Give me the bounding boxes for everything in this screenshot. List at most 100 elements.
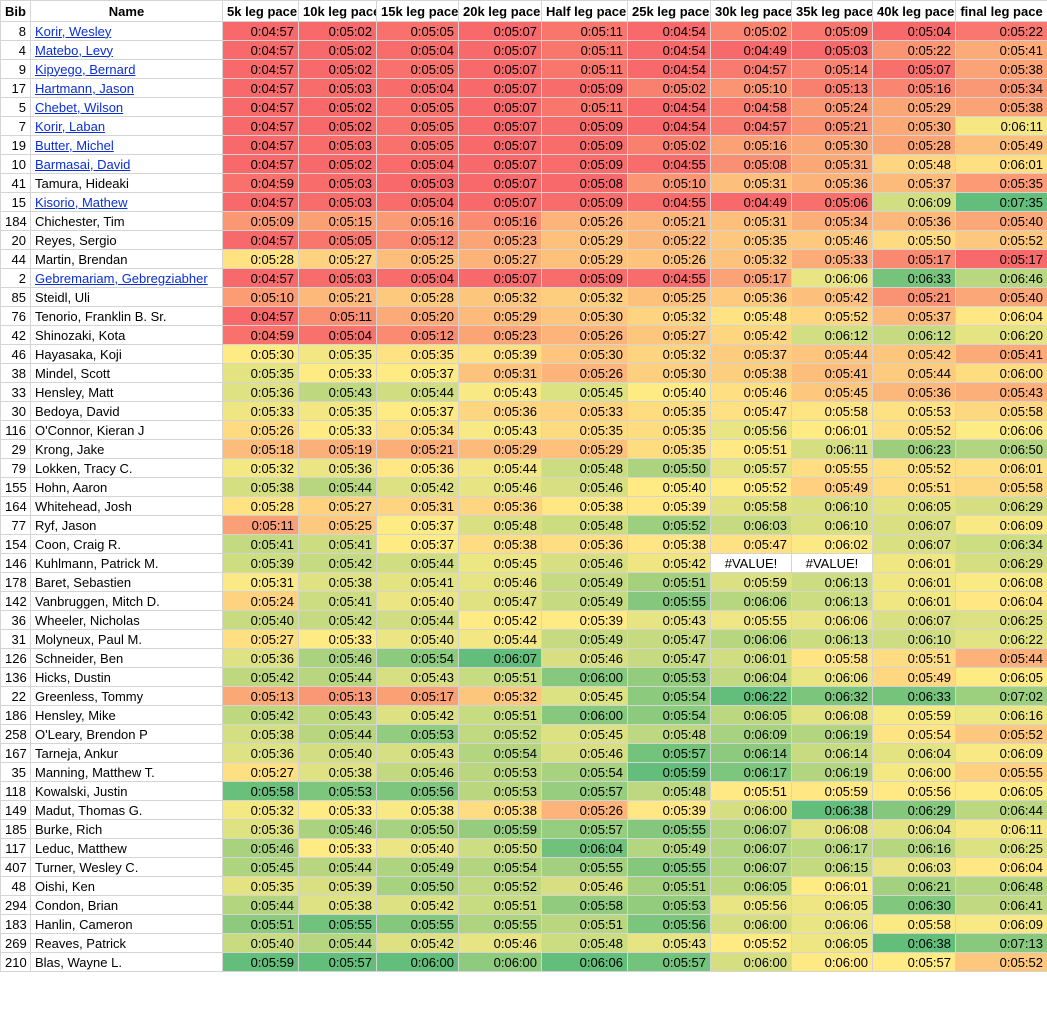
pace-cell[interactable]: 0:06:07 bbox=[458, 648, 542, 668]
pace-cell[interactable]: 0:05:06 bbox=[791, 192, 873, 212]
pace-cell[interactable]: 0:05:34 bbox=[791, 211, 873, 231]
pace-cell[interactable]: 0:06:07 bbox=[710, 819, 792, 839]
pace-cell[interactable]: 0:05:30 bbox=[541, 344, 628, 364]
pace-cell[interactable]: 0:06:07 bbox=[872, 610, 956, 630]
pace-cell[interactable]: 0:05:07 bbox=[458, 192, 542, 212]
pace-cell[interactable]: 0:05:37 bbox=[376, 363, 459, 383]
bib-cell[interactable]: 294 bbox=[0, 895, 31, 915]
pace-cell[interactable]: 0:04:54 bbox=[627, 59, 711, 79]
pace-cell[interactable]: 0:06:14 bbox=[791, 743, 873, 763]
pace-cell[interactable]: 0:05:42 bbox=[376, 477, 459, 497]
pace-cell[interactable]: 0:06:07 bbox=[872, 515, 956, 535]
name-cell[interactable]: Oishi, Ken bbox=[30, 876, 223, 896]
pace-cell[interactable]: 0:05:05 bbox=[298, 230, 377, 250]
pace-cell[interactable]: 0:06:34 bbox=[955, 534, 1047, 554]
pace-cell[interactable]: 0:05:22 bbox=[627, 230, 711, 250]
pace-cell[interactable]: 0:05:27 bbox=[298, 249, 377, 269]
name-cell[interactable]: Molyneux, Paul M. bbox=[30, 629, 223, 649]
pace-cell[interactable]: 0:05:59 bbox=[710, 572, 792, 592]
pace-cell[interactable]: 0:05:36 bbox=[222, 648, 299, 668]
pace-cell[interactable]: 0:05:58 bbox=[710, 496, 792, 516]
pace-cell[interactable]: 0:06:14 bbox=[710, 743, 792, 763]
pace-cell[interactable]: 0:04:54 bbox=[627, 97, 711, 117]
pace-cell[interactable]: 0:05:26 bbox=[222, 420, 299, 440]
pace-cell[interactable]: 0:05:36 bbox=[791, 173, 873, 193]
pace-cell[interactable]: 0:05:02 bbox=[298, 21, 377, 41]
pace-cell[interactable]: 0:05:29 bbox=[872, 97, 956, 117]
name-cell[interactable]: Bedoya, David bbox=[30, 401, 223, 421]
pace-cell[interactable]: 0:05:43 bbox=[376, 743, 459, 763]
pace-cell[interactable]: 0:06:01 bbox=[955, 458, 1047, 478]
pace-cell[interactable]: 0:05:36 bbox=[872, 382, 956, 402]
pace-cell[interactable]: 0:05:44 bbox=[791, 344, 873, 364]
pace-cell[interactable]: 0:05:44 bbox=[955, 648, 1047, 668]
name-cell[interactable]: Wheeler, Nicholas bbox=[30, 610, 223, 630]
pace-cell[interactable]: 0:05:41 bbox=[791, 363, 873, 383]
pace-cell[interactable]: 0:05:21 bbox=[872, 287, 956, 307]
pace-cell[interactable]: 0:04:57 bbox=[222, 135, 299, 155]
pace-cell[interactable]: 0:05:40 bbox=[627, 477, 711, 497]
pace-cell[interactable]: 0:06:20 bbox=[955, 325, 1047, 345]
pace-cell[interactable]: 0:06:38 bbox=[872, 933, 956, 953]
pace-cell[interactable]: 0:06:04 bbox=[710, 667, 792, 687]
pace-cell[interactable]: 0:06:50 bbox=[955, 439, 1047, 459]
runner-name-link[interactable]: Gebremariam, Gebregziabher bbox=[35, 270, 208, 286]
bib-cell[interactable]: 210 bbox=[0, 952, 31, 972]
pace-cell[interactable]: 0:06:06 bbox=[541, 952, 628, 972]
pace-cell[interactable]: 0:05:39 bbox=[627, 800, 711, 820]
pace-cell[interactable]: 0:05:40 bbox=[298, 743, 377, 763]
pace-cell[interactable]: 0:06:21 bbox=[872, 876, 956, 896]
pace-cell[interactable]: 0:06:06 bbox=[791, 268, 873, 288]
pace-cell[interactable]: 0:05:52 bbox=[955, 230, 1047, 250]
pace-cell[interactable]: 0:06:08 bbox=[791, 819, 873, 839]
pace-cell[interactable]: 0:05:30 bbox=[541, 306, 628, 326]
bib-cell[interactable]: 77 bbox=[0, 515, 31, 535]
pace-cell[interactable]: 0:06:16 bbox=[955, 705, 1047, 725]
pace-cell[interactable]: 0:05:11 bbox=[541, 59, 628, 79]
pace-cell[interactable]: 0:05:56 bbox=[376, 781, 459, 801]
name-cell[interactable]: Mindel, Scott bbox=[30, 363, 223, 383]
column-header-bib[interactable]: Bib bbox=[0, 0, 31, 22]
column-header-15k-leg-pace[interactable]: 15k leg pace bbox=[376, 0, 459, 22]
pace-cell[interactable]: 0:06:04 bbox=[541, 838, 628, 858]
pace-cell[interactable]: 0:05:33 bbox=[541, 401, 628, 421]
pace-cell[interactable]: 0:05:38 bbox=[955, 97, 1047, 117]
pace-cell[interactable]: 0:06:46 bbox=[955, 268, 1047, 288]
pace-cell[interactable]: 0:05:04 bbox=[376, 78, 459, 98]
pace-cell[interactable]: 0:05:05 bbox=[376, 21, 459, 41]
bib-cell[interactable]: 118 bbox=[0, 781, 31, 801]
pace-cell[interactable]: 0:05:37 bbox=[872, 173, 956, 193]
bib-cell[interactable]: 22 bbox=[0, 686, 31, 706]
pace-cell[interactable]: 0:05:24 bbox=[791, 97, 873, 117]
pace-cell[interactable]: 0:05:16 bbox=[872, 78, 956, 98]
pace-cell[interactable]: 0:05:44 bbox=[298, 667, 377, 687]
pace-cell[interactable]: 0:06:00 bbox=[710, 800, 792, 820]
pace-cell[interactable]: 0:05:12 bbox=[376, 325, 459, 345]
pace-cell[interactable]: 0:05:58 bbox=[791, 648, 873, 668]
bib-cell[interactable]: 38 bbox=[0, 363, 31, 383]
name-cell[interactable]: Korir, Laban bbox=[30, 116, 223, 136]
pace-cell[interactable]: 0:04:57 bbox=[222, 192, 299, 212]
pace-cell[interactable]: 0:05:32 bbox=[458, 287, 542, 307]
column-header-25k-leg-pace[interactable]: 25k leg pace bbox=[627, 0, 711, 22]
pace-cell[interactable]: 0:05:57 bbox=[541, 819, 628, 839]
pace-cell[interactable]: 0:05:57 bbox=[627, 952, 711, 972]
pace-cell[interactable]: 0:05:04 bbox=[298, 325, 377, 345]
pace-cell[interactable]: 0:06:13 bbox=[791, 629, 873, 649]
name-cell[interactable]: Kowalski, Justin bbox=[30, 781, 223, 801]
pace-cell[interactable]: 0:06:09 bbox=[872, 192, 956, 212]
pace-cell[interactable]: 0:05:03 bbox=[298, 135, 377, 155]
pace-cell[interactable]: 0:05:09 bbox=[541, 154, 628, 174]
pace-cell[interactable]: 0:05:16 bbox=[710, 135, 792, 155]
name-cell[interactable]: O'Connor, Kieran J bbox=[30, 420, 223, 440]
pace-cell[interactable]: 0:05:49 bbox=[541, 591, 628, 611]
pace-cell[interactable]: 0:07:13 bbox=[955, 933, 1047, 953]
bib-cell[interactable]: 185 bbox=[0, 819, 31, 839]
pace-cell[interactable]: 0:05:33 bbox=[298, 420, 377, 440]
bib-cell[interactable]: 183 bbox=[0, 914, 31, 934]
pace-cell[interactable]: 0:05:57 bbox=[627, 743, 711, 763]
pace-cell[interactable]: 0:05:46 bbox=[222, 838, 299, 858]
pace-cell[interactable]: 0:05:25 bbox=[627, 287, 711, 307]
column-header-35k-leg-pace[interactable]: 35k leg pace bbox=[791, 0, 873, 22]
pace-cell[interactable]: 0:06:10 bbox=[791, 496, 873, 516]
